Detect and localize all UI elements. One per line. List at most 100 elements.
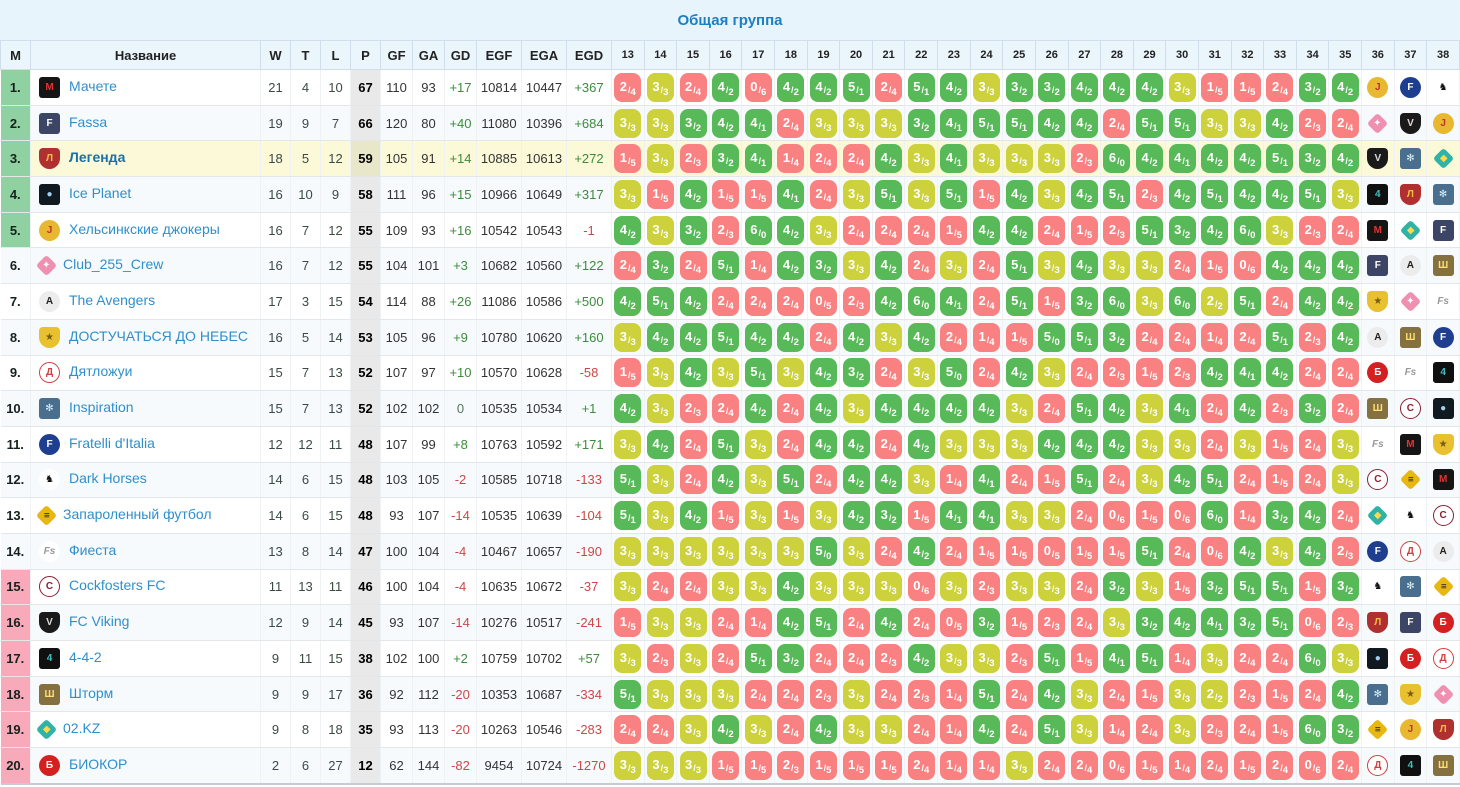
- match-result-chip[interactable]: 2/4: [1070, 358, 1098, 388]
- match-result-chip[interactable]: 3/3: [679, 608, 707, 638]
- match-result-chip[interactable]: 4/2: [1201, 144, 1229, 174]
- match-result-chip[interactable]: 3/3: [842, 715, 870, 745]
- opponent-logo[interactable]: V: [1399, 112, 1421, 134]
- match-result-chip[interactable]: 1/5: [1266, 715, 1294, 745]
- match-result-chip[interactable]: 1/4: [1233, 501, 1261, 531]
- match-result-chip[interactable]: 3/3: [1233, 429, 1261, 459]
- match-result-chip[interactable]: 2/3: [1331, 536, 1359, 566]
- match-result-chip[interactable]: 5/1: [1266, 322, 1294, 352]
- match-result-chip[interactable]: 4/1: [973, 465, 1000, 495]
- match-result-chip[interactable]: 3/3: [1266, 536, 1294, 566]
- match-result-chip[interactable]: 2/4: [1266, 643, 1294, 673]
- match-result-chip[interactable]: 3/3: [1136, 465, 1164, 495]
- match-result-chip[interactable]: 3/3: [1136, 251, 1164, 281]
- team-link[interactable]: 02.KZ: [63, 720, 101, 737]
- match-result-chip[interactable]: 1/4: [940, 679, 968, 709]
- opponent-logo[interactable]: ✦: [1367, 112, 1389, 134]
- match-result-chip[interactable]: 4/2: [907, 394, 935, 424]
- match-result-chip[interactable]: 3/2: [1168, 215, 1196, 245]
- match-result-chip[interactable]: 1/4: [744, 251, 772, 281]
- opponent-logo[interactable]: Ш: [1432, 755, 1454, 777]
- match-result-chip[interactable]: 6/0: [744, 215, 772, 245]
- match-result-chip[interactable]: 3/3: [940, 251, 968, 281]
- match-result-chip[interactable]: 3/3: [907, 179, 935, 209]
- match-result-chip[interactable]: 1/5: [1136, 358, 1164, 388]
- team-link[interactable]: Club_255_Crew: [63, 256, 164, 273]
- team-logo[interactable]: M: [39, 76, 60, 98]
- match-result-chip[interactable]: 3/2: [679, 215, 707, 245]
- match-result-chip[interactable]: 2/4: [940, 322, 968, 352]
- match-result-chip[interactable]: 1/4: [1168, 643, 1196, 673]
- match-result-chip[interactable]: 4/2: [679, 501, 707, 531]
- match-result-chip[interactable]: 2/4: [1233, 643, 1261, 673]
- match-result-chip[interactable]: 2/4: [1103, 108, 1131, 138]
- match-result-chip[interactable]: 1/4: [940, 465, 968, 495]
- match-result-chip[interactable]: 2/4: [842, 144, 870, 174]
- match-result-chip[interactable]: 2/4: [1038, 751, 1066, 781]
- match-result-chip[interactable]: 1/5: [614, 608, 642, 638]
- match-result-chip[interactable]: 3/3: [809, 108, 837, 138]
- opponent-logo[interactable]: Ш: [1432, 255, 1454, 277]
- match-result-chip[interactable]: 4/2: [1038, 429, 1066, 459]
- match-result-chip[interactable]: 3/3: [744, 715, 772, 745]
- match-result-chip[interactable]: 1/5: [1233, 751, 1261, 781]
- opponent-logo[interactable]: Fs: [1367, 433, 1389, 455]
- match-result-chip[interactable]: 0/5: [940, 608, 968, 638]
- match-result-chip[interactable]: 3/3: [842, 536, 870, 566]
- match-result-chip[interactable]: 2/3: [907, 679, 935, 709]
- match-result-chip[interactable]: 4/2: [1005, 358, 1033, 388]
- opponent-logo[interactable]: ◆: [1399, 219, 1422, 241]
- team-logo[interactable]: ●: [39, 183, 60, 205]
- match-result-chip[interactable]: 2/4: [1038, 394, 1066, 424]
- match-result-chip[interactable]: 4/2: [1168, 179, 1196, 209]
- match-result-chip[interactable]: 3/3: [940, 643, 968, 673]
- match-result-chip[interactable]: 5/1: [1136, 108, 1164, 138]
- match-result-chip[interactable]: 3/3: [1103, 251, 1131, 281]
- match-result-chip[interactable]: 3/3: [646, 215, 674, 245]
- opponent-logo[interactable]: F: [1432, 326, 1454, 348]
- match-result-chip[interactable]: 2/4: [1168, 536, 1196, 566]
- match-result-chip[interactable]: 4/2: [1266, 108, 1294, 138]
- opponent-logo[interactable]: ≡: [1367, 719, 1389, 741]
- match-result-chip[interactable]: 3/3: [1168, 715, 1196, 745]
- team-link[interactable]: FC Viking: [69, 613, 130, 630]
- match-result-chip[interactable]: 1/5: [777, 501, 805, 531]
- match-result-chip[interactable]: 3/3: [940, 572, 968, 602]
- match-result-chip[interactable]: 4/2: [1103, 394, 1131, 424]
- match-result-chip[interactable]: 3/3: [679, 751, 707, 781]
- match-result-chip[interactable]: 2/3: [1070, 144, 1098, 174]
- match-result-chip[interactable]: 1/5: [1070, 643, 1098, 673]
- match-result-chip[interactable]: 2/3: [1266, 394, 1294, 424]
- match-result-chip[interactable]: 4/2: [907, 429, 935, 459]
- match-result-chip[interactable]: 4/2: [940, 72, 968, 102]
- match-result-chip[interactable]: 2/4: [940, 536, 968, 566]
- match-result-chip[interactable]: 4/1: [940, 108, 968, 138]
- match-result-chip[interactable]: 0/6: [1201, 536, 1229, 566]
- match-result-chip[interactable]: 2/4: [907, 715, 935, 745]
- match-result-chip[interactable]: 4/1: [1201, 608, 1229, 638]
- match-result-chip[interactable]: 4/2: [1233, 179, 1261, 209]
- match-result-chip[interactable]: 2/4: [907, 751, 935, 781]
- match-result-chip[interactable]: 3/3: [614, 108, 642, 138]
- match-result-chip[interactable]: 3/2: [646, 251, 674, 281]
- match-result-chip[interactable]: 4/2: [1103, 429, 1131, 459]
- match-result-chip[interactable]: 2/3: [1299, 215, 1327, 245]
- match-result-chip[interactable]: 2/4: [1233, 715, 1261, 745]
- match-result-chip[interactable]: 3/2: [777, 643, 805, 673]
- match-result-chip[interactable]: 4/2: [1233, 536, 1261, 566]
- match-result-chip[interactable]: 2/4: [1201, 394, 1229, 424]
- match-result-chip[interactable]: 2/3: [679, 394, 707, 424]
- opponent-logo[interactable]: ★: [1432, 433, 1454, 455]
- match-result-chip[interactable]: 1/5: [1005, 536, 1033, 566]
- match-result-chip[interactable]: 2/4: [1168, 251, 1196, 281]
- match-result-chip[interactable]: 4/2: [1299, 251, 1327, 281]
- match-result-chip[interactable]: 2/3: [809, 679, 837, 709]
- match-result-chip[interactable]: 3/2: [875, 501, 903, 531]
- match-result-chip[interactable]: 4/1: [777, 179, 805, 209]
- match-result-chip[interactable]: 3/3: [744, 429, 772, 459]
- match-result-chip[interactable]: 4/2: [777, 608, 805, 638]
- match-result-chip[interactable]: 2/4: [679, 429, 707, 459]
- match-result-chip[interactable]: 0/6: [907, 572, 935, 602]
- match-result-chip[interactable]: 2/3: [679, 144, 707, 174]
- match-result-chip[interactable]: 3/3: [614, 536, 642, 566]
